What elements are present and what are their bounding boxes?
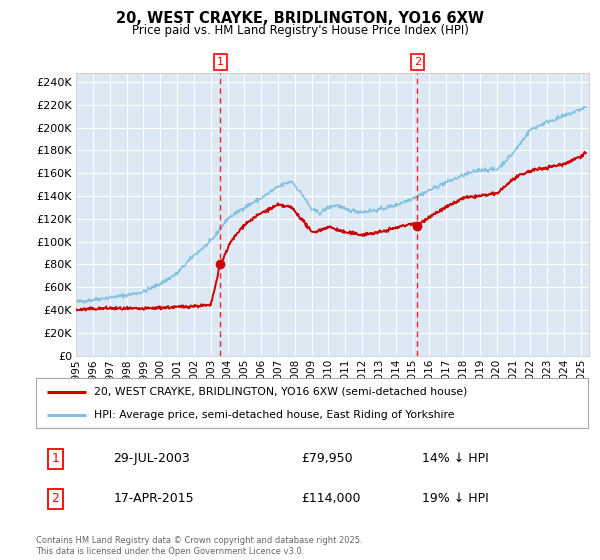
Text: 20, WEST CRAYKE, BRIDLINGTON, YO16 6XW: 20, WEST CRAYKE, BRIDLINGTON, YO16 6XW (116, 11, 484, 26)
Text: 19% ↓ HPI: 19% ↓ HPI (422, 492, 489, 505)
Text: 29-JUL-2003: 29-JUL-2003 (113, 452, 190, 465)
Text: Contains HM Land Registry data © Crown copyright and database right 2025.
This d: Contains HM Land Registry data © Crown c… (36, 536, 362, 556)
Text: 2: 2 (52, 492, 59, 505)
Text: 20, WEST CRAYKE, BRIDLINGTON, YO16 6XW (semi-detached house): 20, WEST CRAYKE, BRIDLINGTON, YO16 6XW (… (94, 386, 467, 396)
Text: 1: 1 (217, 57, 224, 67)
Text: 14% ↓ HPI: 14% ↓ HPI (422, 452, 489, 465)
Text: £114,000: £114,000 (301, 492, 361, 505)
Text: 17-APR-2015: 17-APR-2015 (113, 492, 194, 505)
Text: HPI: Average price, semi-detached house, East Riding of Yorkshire: HPI: Average price, semi-detached house,… (94, 410, 454, 420)
Text: Price paid vs. HM Land Registry's House Price Index (HPI): Price paid vs. HM Land Registry's House … (131, 24, 469, 36)
Text: £79,950: £79,950 (301, 452, 353, 465)
Text: 1: 1 (52, 452, 59, 465)
Text: 2: 2 (414, 57, 421, 67)
